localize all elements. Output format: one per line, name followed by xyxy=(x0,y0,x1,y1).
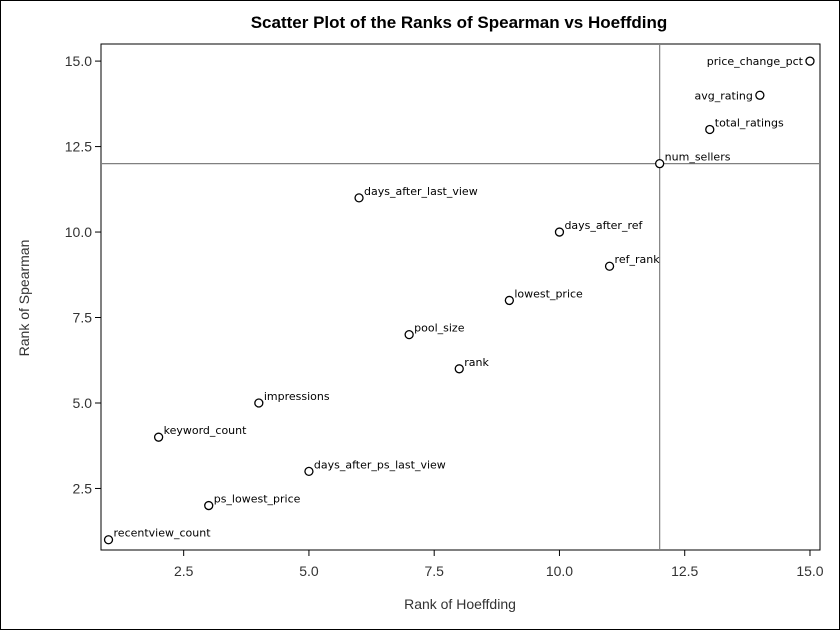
data-point-label: impressions xyxy=(264,390,330,403)
y-tick-label: 10.0 xyxy=(65,224,92,240)
data-point xyxy=(454,364,464,374)
data-point xyxy=(655,159,665,169)
data-points: recentview_count keyword_count ps_lowest_p… xyxy=(103,55,815,545)
plot-area xyxy=(100,43,821,551)
reference-lines xyxy=(101,44,820,550)
data-point xyxy=(805,56,815,66)
data-point-label: pool_size xyxy=(414,322,465,335)
data-point xyxy=(554,227,565,237)
data-point xyxy=(504,295,515,306)
data-point xyxy=(705,124,715,135)
data-point-label: ref_rank xyxy=(615,253,661,266)
data-point-label: recentview_count xyxy=(114,527,212,540)
x-tick-label: 5.0 xyxy=(299,563,319,579)
x-tick-label: 2.5 xyxy=(174,563,194,579)
data-point-label: num_sellers xyxy=(665,151,731,164)
data-point xyxy=(404,329,414,340)
x-axis-label: Rank of Hoeffding xyxy=(404,596,516,612)
data-point xyxy=(604,261,615,271)
data-point xyxy=(103,535,114,545)
x-tick-label: 15.0 xyxy=(796,563,823,579)
data-point-label: lowest_price xyxy=(514,287,583,300)
data-point xyxy=(153,432,164,442)
y-tick-label: 12.5 xyxy=(65,139,92,155)
data-point xyxy=(204,500,214,511)
data-point-label: price_change_pct xyxy=(707,55,804,68)
x-axis-ticks: 2.5 5.0 7.5 10.0 12.5 15.0 xyxy=(174,550,824,579)
data-point-label: avg_rating xyxy=(695,89,753,102)
x-tick-label: 10.0 xyxy=(546,563,573,579)
data-point-label: keyword_count xyxy=(164,424,248,437)
y-tick-label: 5.0 xyxy=(73,395,93,411)
x-tick-label: 7.5 xyxy=(424,563,444,579)
data-point xyxy=(254,398,264,408)
data-point xyxy=(755,90,765,100)
y-axis-label: Rank of Spearman xyxy=(16,240,32,357)
chart-title: Scatter Plot of the Ranks of Spearman vs… xyxy=(251,13,668,32)
data-point-label: days_after_last_view xyxy=(364,185,478,198)
data-point-label: days_after_ps_last_view xyxy=(314,458,446,471)
data-point-label: total_ratings xyxy=(715,116,784,129)
data-point xyxy=(304,466,314,477)
x-tick-label: 12.5 xyxy=(671,563,698,579)
data-point-label: days_after_ref xyxy=(564,219,643,232)
y-tick-label: 2.5 xyxy=(73,480,93,496)
data-point xyxy=(354,193,364,203)
data-point-label: ps_lowest_price xyxy=(214,493,301,506)
data-point-label: rank xyxy=(464,356,489,369)
y-axis-ticks: 2.5 5.0 7.5 10.0 12.5 15.0 xyxy=(65,53,101,496)
y-tick-label: 15.0 xyxy=(65,53,92,69)
y-tick-label: 7.5 xyxy=(73,310,93,326)
